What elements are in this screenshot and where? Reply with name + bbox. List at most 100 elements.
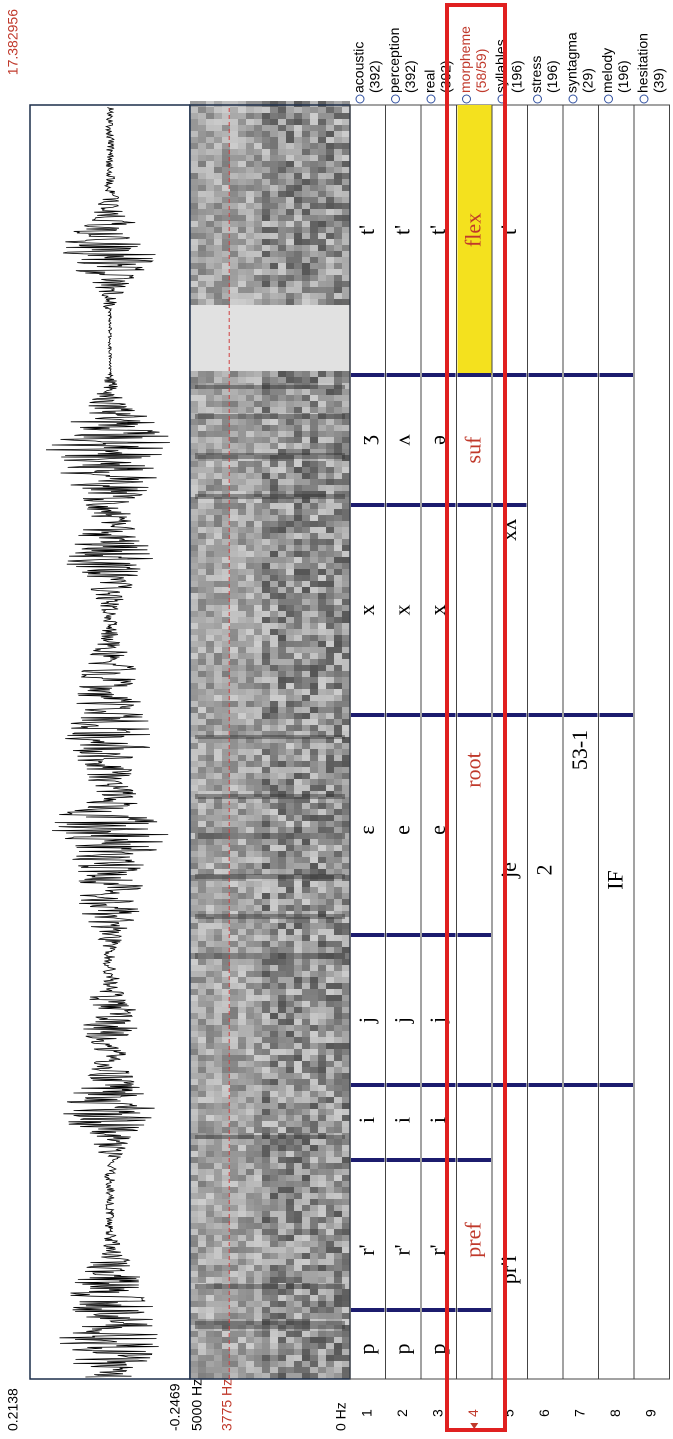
spec-cell [342, 1055, 350, 1061]
spec-cell [270, 221, 278, 227]
spec-cell [334, 713, 342, 719]
spec-cell [326, 845, 334, 851]
spec-cell [310, 629, 318, 635]
spec-cell [190, 143, 198, 149]
spec-cell [198, 179, 206, 185]
spec-cell [310, 887, 318, 893]
spec-cell [310, 671, 318, 677]
spec-cell [262, 623, 270, 629]
spec-cell [254, 827, 262, 833]
spec-cell [318, 239, 326, 245]
spec-cell [294, 1217, 302, 1223]
spec-cell [318, 1337, 326, 1343]
tier-count: (196) [544, 60, 560, 93]
spec-cell [286, 713, 294, 719]
spec-cell [198, 1115, 206, 1121]
spec-cell [318, 329, 326, 335]
spec-cell [334, 401, 342, 407]
spec-cell [270, 779, 278, 785]
spec-cell [302, 1181, 310, 1187]
spec-cell [270, 1295, 278, 1301]
spec-cell [334, 185, 342, 191]
spec-cell [198, 1277, 206, 1283]
spec-cell [270, 1025, 278, 1031]
spec-cell [206, 437, 214, 443]
spec-cell [198, 647, 206, 653]
spec-cell [326, 527, 334, 533]
spec-cell [214, 569, 222, 575]
spec-cell [342, 839, 350, 845]
spec-cell [246, 401, 254, 407]
spec-cell [246, 473, 254, 479]
spec-cell [326, 209, 334, 215]
spec-cell [262, 1259, 270, 1265]
spec-cell [230, 371, 238, 377]
spec-cell [270, 857, 278, 863]
spec-cell [230, 539, 238, 545]
spec-cell [302, 1193, 310, 1199]
spec-cell [254, 713, 262, 719]
spec-cell [206, 239, 214, 245]
spec-cell [286, 857, 294, 863]
spec-cell [254, 107, 262, 113]
spec-cell [198, 1349, 206, 1355]
spec-cell [230, 605, 238, 611]
spec-cell [342, 905, 350, 911]
spec-cell [318, 317, 326, 323]
spec-cell [206, 977, 214, 983]
spec-cell [190, 1175, 198, 1181]
spec-cell [262, 995, 270, 1001]
spec-cell [326, 359, 334, 365]
spec-cell [270, 647, 278, 653]
spec-cell [270, 1199, 278, 1205]
spec-cell [270, 233, 278, 239]
spec-cell [246, 689, 254, 695]
spec-cell [198, 323, 206, 329]
spec-cell [238, 269, 246, 275]
spec-cell [326, 1151, 334, 1157]
spec-cell [310, 1085, 318, 1091]
spec-cell [262, 1175, 270, 1181]
spec-cell [334, 1181, 342, 1187]
spec-cell [238, 707, 246, 713]
spec-cell [334, 851, 342, 857]
spec-cell [206, 431, 214, 437]
spec-cell [318, 221, 326, 227]
spec-cell [214, 173, 222, 179]
spec-cell [206, 419, 214, 425]
spec-cell [310, 101, 318, 107]
spec-cell [278, 1055, 286, 1061]
spec-cell [278, 125, 286, 131]
spec-cell [294, 137, 302, 143]
spec-cell [270, 1337, 278, 1343]
spec-cell [302, 995, 310, 1001]
spec-cell [342, 899, 350, 905]
spec-cell [326, 677, 334, 683]
spec-cell [302, 287, 310, 293]
spec-cell [206, 887, 214, 893]
spec-cell [206, 125, 214, 131]
spec-cell [214, 131, 222, 137]
spec-cell [206, 947, 214, 953]
spec-cell [262, 161, 270, 167]
spec-cell [334, 1013, 342, 1019]
spec-cell [230, 215, 238, 221]
spec-cell [214, 1151, 222, 1157]
spec-cell [254, 845, 262, 851]
spec-cell [294, 1211, 302, 1217]
spec-cell [190, 1289, 198, 1295]
spec-cell [238, 1361, 246, 1367]
spec-cell [294, 899, 302, 905]
spec-cell [214, 1265, 222, 1271]
spec-cell [246, 1067, 254, 1073]
spec-cell [302, 581, 310, 587]
spec-cell [262, 179, 270, 185]
spec-cell [214, 461, 222, 467]
spec-cell [238, 1019, 246, 1025]
spec-cell [238, 929, 246, 935]
spec-cell [238, 179, 246, 185]
spec-cell [334, 143, 342, 149]
spec-cell [278, 275, 286, 281]
spec-cell [302, 1061, 310, 1067]
spec-cell [238, 1247, 246, 1253]
